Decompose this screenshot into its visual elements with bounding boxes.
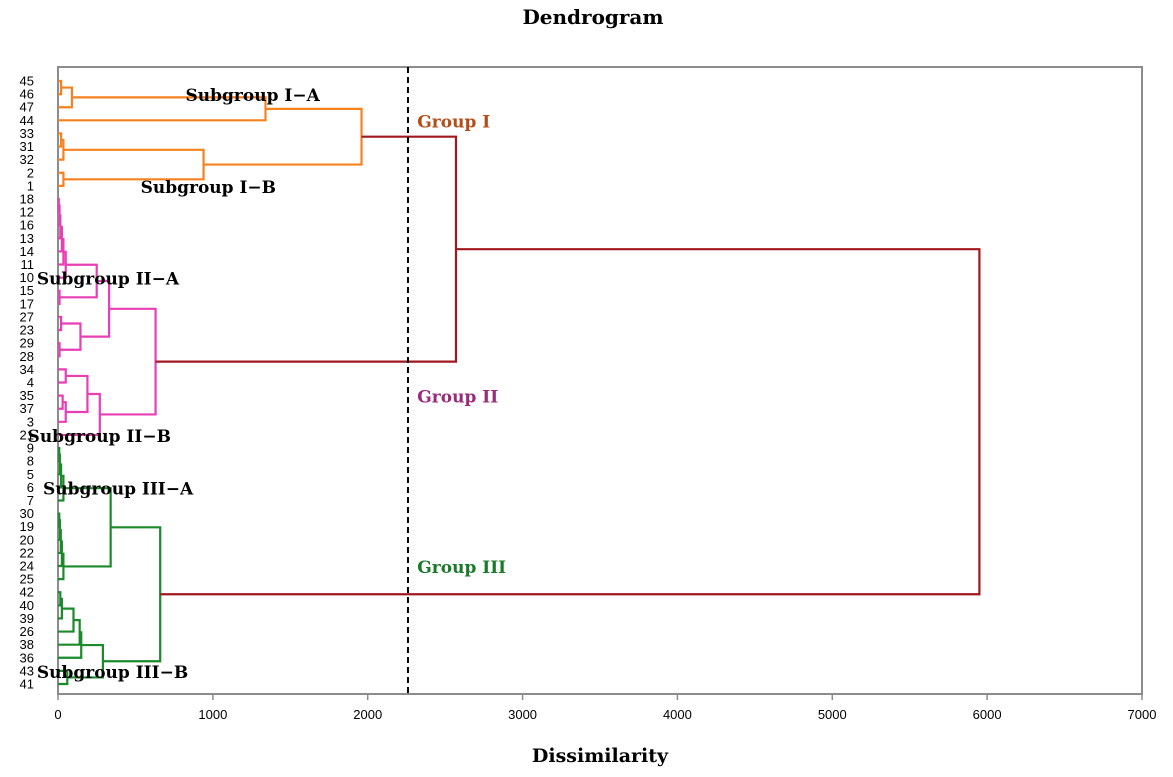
dendrogram-link xyxy=(58,86,74,109)
leaf-label-42: 42 xyxy=(20,585,34,600)
leaf-label-21: 21 xyxy=(20,427,34,442)
leaf-label-17: 17 xyxy=(20,296,34,311)
leaf-label-47: 47 xyxy=(20,100,34,115)
leaf-label-16: 16 xyxy=(20,218,34,233)
x-tick-label: 4000 xyxy=(663,707,692,722)
leaf-label-3: 3 xyxy=(27,414,34,429)
x-tick-label: 1000 xyxy=(198,707,227,722)
leaf-label-9: 9 xyxy=(27,441,34,456)
dendrogram-link xyxy=(155,135,458,363)
x-axis-title: Dissimilarity xyxy=(532,745,669,767)
leaf-label-7: 7 xyxy=(27,493,34,508)
x-tick-label: 7000 xyxy=(1128,707,1157,722)
dendrogram-link xyxy=(58,607,75,633)
dendrogram-link xyxy=(65,374,89,414)
dendrogram-link xyxy=(58,225,63,253)
leaf-label-40: 40 xyxy=(20,598,34,613)
subgroup-label: Subgroup I−A xyxy=(186,86,321,106)
leaf-label-20: 20 xyxy=(20,532,34,547)
subgroup-label: Subgroup III−B xyxy=(37,663,188,683)
leaf-label-38: 38 xyxy=(20,637,34,652)
leaf-label-43: 43 xyxy=(20,663,34,678)
leaf-label-44: 44 xyxy=(20,113,34,128)
dendrogram-link xyxy=(58,315,63,332)
x-tick-label: 3000 xyxy=(508,707,537,722)
subgroup-label: Subgroup II−A xyxy=(37,270,180,290)
leaf-label-14: 14 xyxy=(20,244,34,259)
leaf-label-6: 6 xyxy=(27,480,34,495)
dendrogram-link xyxy=(59,322,82,351)
leaf-label-34: 34 xyxy=(20,362,34,377)
subgroup-label: Subgroup II−B xyxy=(28,427,171,447)
x-tick-label: 6000 xyxy=(973,707,1002,722)
leaf-label-26: 26 xyxy=(20,624,34,639)
leaf-label-33: 33 xyxy=(20,126,34,141)
dendrogram-link xyxy=(58,79,63,96)
leaf-label-12: 12 xyxy=(20,205,34,220)
dendrogram-link xyxy=(58,540,63,568)
dendrogram-link xyxy=(58,463,63,489)
leaf-label-8: 8 xyxy=(27,454,34,469)
leaf-label-10: 10 xyxy=(20,270,34,285)
dendrogram-link xyxy=(58,132,63,148)
dendrogram-link xyxy=(203,107,363,166)
leaf-label-31: 31 xyxy=(20,139,34,154)
leaf-label-25: 25 xyxy=(20,572,34,587)
leaf-label-11: 11 xyxy=(21,257,35,272)
dendrogram-link xyxy=(160,248,981,596)
leaf-label-13: 13 xyxy=(20,231,34,246)
leaf-label-45: 45 xyxy=(20,74,34,89)
leaf-label-27: 27 xyxy=(20,309,34,324)
leaf-label-24: 24 xyxy=(20,559,34,574)
group-label: Group II xyxy=(417,388,498,408)
leaf-label-5: 5 xyxy=(27,467,34,482)
dendrogram-link xyxy=(58,669,69,686)
leaf-label-39: 39 xyxy=(20,611,34,626)
chart-title: Dendrogram xyxy=(522,5,663,29)
x-axis: 0 1000 2000 3000 4000 5000 6000 7000 xyxy=(54,694,1156,722)
x-tick-label: 2000 xyxy=(353,707,382,722)
dendrogram-link xyxy=(63,487,112,568)
leaf-label-37: 37 xyxy=(20,401,34,416)
plot-frame xyxy=(57,66,1143,695)
group-label: Group I xyxy=(417,112,490,132)
subgroup-label: Subgroup III−A xyxy=(43,479,194,499)
leaf-label-22: 22 xyxy=(20,545,34,560)
dendrogram-link xyxy=(58,597,63,620)
dendrogram-links xyxy=(57,79,981,686)
leaf-label-1: 1 xyxy=(27,178,34,193)
dendrogram-link xyxy=(58,368,67,384)
leaf-label-29: 29 xyxy=(20,336,34,351)
leaf-label-19: 19 xyxy=(20,519,34,534)
dendrogram-link xyxy=(63,148,205,181)
leaf-label-15: 15 xyxy=(20,283,34,298)
leaf-label-36: 36 xyxy=(20,650,34,665)
leaf-labels: 4546474433313221181216131411101517272329… xyxy=(20,74,34,692)
subgroup-label: Subgroup I−B xyxy=(141,178,276,198)
leaf-label-18: 18 xyxy=(20,191,34,206)
leaf-label-41: 41 xyxy=(20,677,34,692)
x-tick-label: 0 xyxy=(54,707,61,722)
leaf-label-28: 28 xyxy=(20,349,34,364)
leaf-label-23: 23 xyxy=(20,323,34,338)
leaf-label-2: 2 xyxy=(27,165,34,180)
leaf-label-4: 4 xyxy=(27,375,34,390)
leaf-label-35: 35 xyxy=(20,388,34,403)
leaf-label-30: 30 xyxy=(20,506,34,521)
x-tick-label: 5000 xyxy=(818,707,847,722)
dendrogram-link xyxy=(58,392,101,437)
annotations: Subgroup I−A Subgroup I−B Group I Subgroup … xyxy=(28,86,507,683)
leaf-label-46: 46 xyxy=(20,87,34,102)
dendrogram-link xyxy=(58,394,64,410)
leaf-label-32: 32 xyxy=(20,152,34,167)
group-label: Group III xyxy=(417,558,506,578)
